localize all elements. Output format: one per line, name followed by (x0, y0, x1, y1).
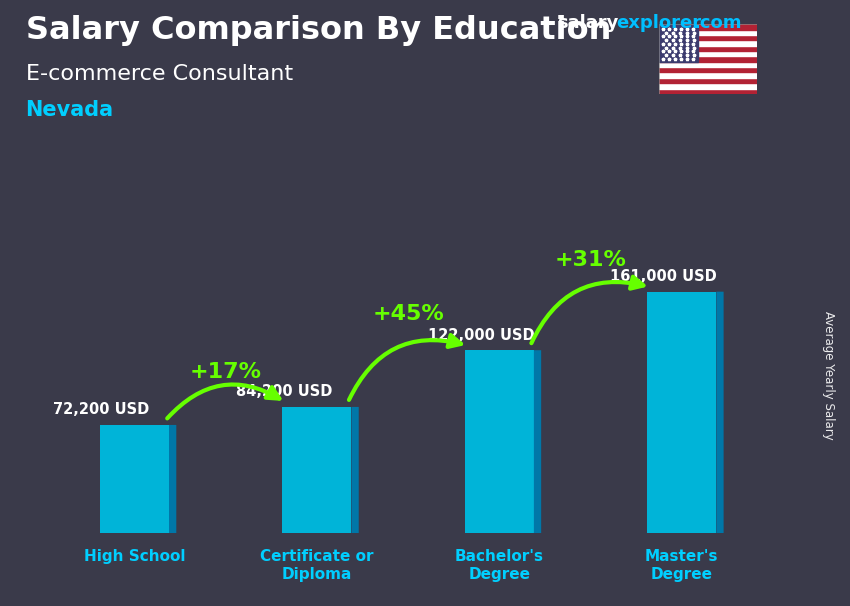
Bar (659, 24, 698, 62)
Bar (659, 24, 756, 30)
Polygon shape (169, 425, 176, 533)
FancyBboxPatch shape (465, 350, 534, 533)
Bar (659, 45, 756, 51)
Text: Nevada: Nevada (26, 100, 114, 120)
Polygon shape (534, 350, 541, 533)
FancyBboxPatch shape (282, 407, 351, 533)
Bar (659, 78, 756, 83)
Bar (659, 56, 756, 62)
Text: salary: salary (557, 14, 618, 32)
Text: .com: .com (693, 14, 741, 32)
Text: +31%: +31% (554, 250, 626, 270)
Bar (659, 67, 756, 73)
Polygon shape (351, 407, 359, 533)
Bar (659, 83, 756, 88)
Text: Salary Comparison By Education: Salary Comparison By Education (26, 15, 611, 46)
Text: 122,000 USD: 122,000 USD (428, 328, 535, 343)
Bar (659, 62, 756, 67)
Text: 72,200 USD: 72,200 USD (54, 402, 150, 418)
Bar (659, 73, 756, 78)
FancyBboxPatch shape (647, 291, 717, 533)
Bar (659, 35, 756, 41)
Text: 84,200 USD: 84,200 USD (235, 384, 332, 399)
Bar (659, 88, 756, 94)
FancyBboxPatch shape (99, 425, 169, 533)
Bar (659, 41, 756, 45)
Text: +45%: +45% (372, 304, 444, 324)
Text: 161,000 USD: 161,000 USD (610, 269, 717, 284)
Text: E-commerce Consultant: E-commerce Consultant (26, 64, 292, 84)
Bar (659, 30, 756, 35)
Text: Average Yearly Salary: Average Yearly Salary (822, 311, 836, 440)
Polygon shape (717, 291, 723, 533)
Bar (659, 51, 756, 56)
Text: +17%: +17% (190, 362, 262, 382)
Text: explorer: explorer (616, 14, 701, 32)
